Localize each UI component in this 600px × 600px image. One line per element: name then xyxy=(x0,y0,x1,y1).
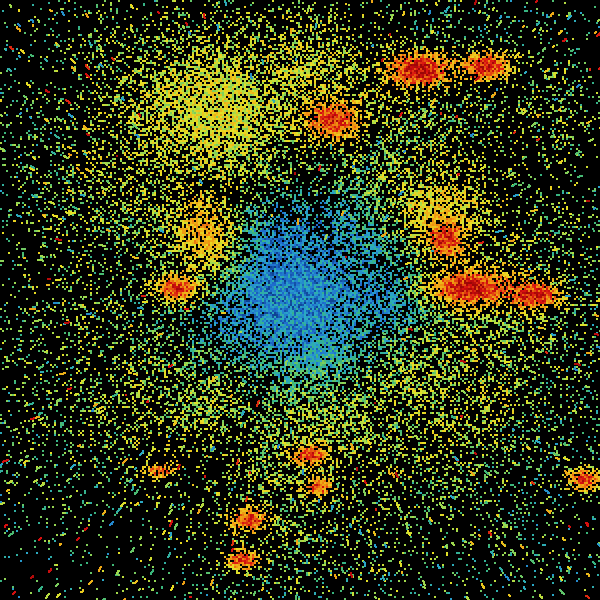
radar-reflectivity-canvas xyxy=(0,0,600,600)
radar-display: Radar Reflectivity PPI nws-reflectivity-… xyxy=(0,0,600,600)
